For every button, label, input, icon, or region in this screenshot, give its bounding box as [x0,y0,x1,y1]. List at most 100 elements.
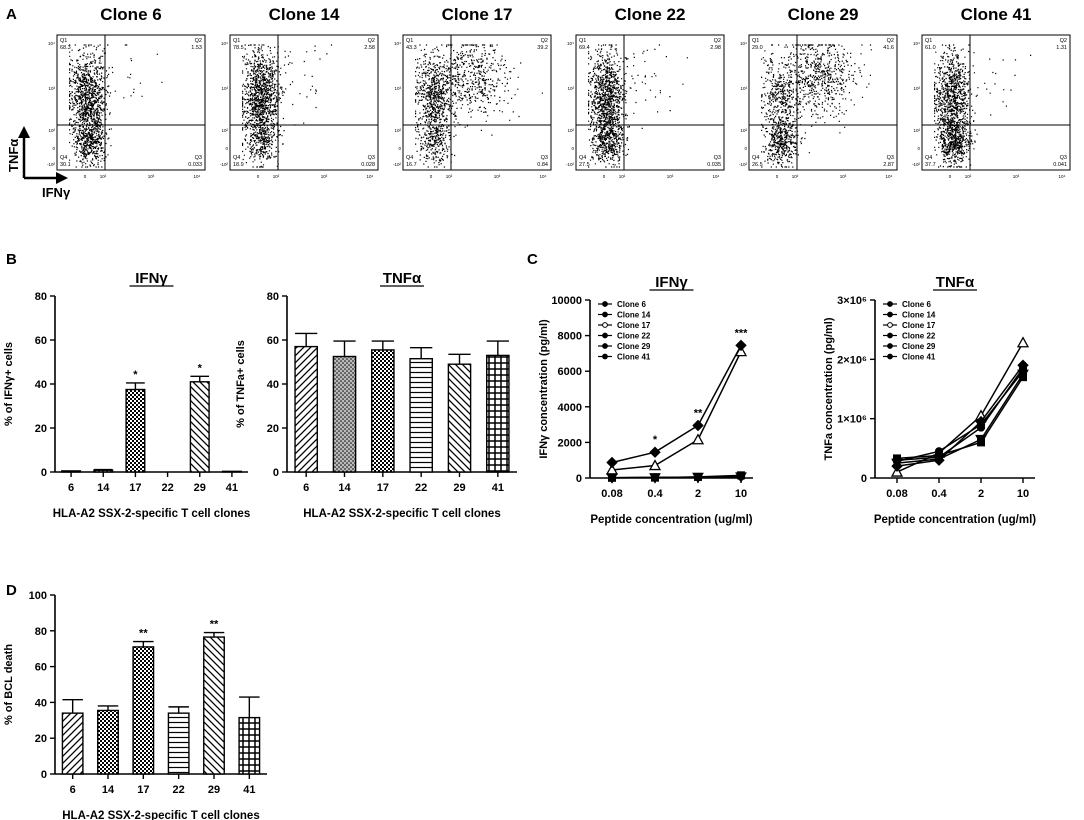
flow-x-tick: 0 [84,174,87,179]
significance-mark: * [133,369,138,381]
flow-y-tick: -10² [739,162,748,167]
quadrant-q3-percent: 0.033 [188,162,202,168]
chart-b-right: 0 20 40 60 80 TNFα % of TNFa+ cells HLA-A2 SSX-… [235,270,517,520]
flow-plot-title: Clone 41 [961,5,1032,24]
quadrant-q1-name: Q1 [406,38,413,44]
event-dots [415,44,543,168]
x-tick-label: 10 [735,488,747,500]
flow-x-tick: 10⁴ [540,174,547,179]
panel-a-axis-legend: TNFα IFNγ [6,126,71,200]
y-tick-label: 40 [35,697,47,709]
significance-mark: ** [694,407,703,419]
quadrant-q1-name: Q1 [925,38,932,44]
x-tick-label: 6 [70,784,76,796]
flow-plot-title: Clone 6 [100,5,161,24]
bar-29 [447,363,472,473]
y-tick-label: 40 [267,379,279,391]
flow-y-tick: 0 [52,146,55,151]
y-axis-label: IFNγ concentration (pg/ml) [538,319,550,459]
x-tick-label: 0.08 [601,488,622,500]
x-tick-label: 0.08 [886,488,907,500]
chart-title: TNFα [936,274,975,291]
x-axis-label: HLA-A2 SSX-2-specific T cell clones [53,508,250,520]
data-point [692,419,704,432]
series-line [896,370,1024,463]
flow-x-tick: 10⁴ [194,174,201,179]
x-tick-label: 29 [453,482,465,494]
data-point [933,454,945,466]
x-tick-label: 22 [415,482,427,494]
flow-y-tick: -10² [393,162,402,167]
x-tick-label: 29 [194,482,206,494]
quadrant-q4-name: Q4 [579,155,586,161]
quadrant-q2-percent: 1.53 [191,45,202,51]
series-clone-41: Clone 41 [883,353,1028,466]
flow-x-tick: 10² [965,174,972,179]
series-clone-41: Clone 41 [598,353,746,482]
quadrant-q3-percent: 0.041 [1053,162,1067,168]
quadrant-q2-percent: 1.31 [1056,45,1067,51]
series-line [896,376,1024,460]
data-point [735,339,747,352]
quadrant-q4-name: Q4 [60,155,67,161]
series-line [896,364,1024,467]
x-tick-label: 41 [226,482,238,494]
y-tick-label: 2×10⁶ [837,354,867,366]
flow-plot-title: Clone 29 [788,5,859,24]
flow-y-tick: 10³ [48,86,55,91]
data-point [1016,336,1030,348]
bar-6 [61,712,84,775]
quadrant-q2-percent: 41.6 [883,45,894,51]
x-tick-label: 14 [338,482,351,494]
legend-label: Clone 14 [617,311,651,320]
legend-label: Clone 6 [617,300,646,309]
x-tick-label: 41 [492,482,504,494]
data-point [606,456,618,469]
flow-y-tick: 0 [398,146,401,151]
y-tick-label: 80 [267,291,279,303]
flow-y-tick: 10⁴ [48,41,55,46]
data-point [650,473,660,482]
quadrant-q4-percent: 30.1 [60,162,71,168]
flow-x-tick: 10² [446,174,453,179]
quadrant-q3-percent: 0.028 [361,162,375,168]
quadrant-q4-name: Q4 [752,155,759,161]
quadrant-q2-name: Q2 [1060,38,1067,44]
y-tick-label: 100 [29,590,47,602]
flow-x-tick: 10⁴ [367,174,374,179]
series-line [611,475,742,479]
flow-y-tick: 10⁴ [913,41,920,46]
series-clone-17: Clone 17 [598,321,748,475]
bar-41 [238,716,261,775]
legend-marker [602,322,608,328]
y-tick-label: 40 [35,379,47,391]
y-axis-label: % of IFNγ+ cells [3,342,15,426]
quadrant-q3-name: Q3 [887,155,894,161]
quadrant-q3-name: Q3 [1060,155,1067,161]
flow-y-tick: -10² [912,162,921,167]
quadrant-q3-name: Q3 [541,155,548,161]
flow-x-tick: 10³ [148,174,155,179]
quadrant-q4-percent: 37.7 [925,162,936,168]
legend-marker [887,301,893,307]
flow-y-tick: 10⁴ [221,41,228,46]
x-tick-label: 14 [97,482,110,494]
flow-x-tick: 0 [430,174,433,179]
flow-y-tick: 10⁴ [740,41,747,46]
quadrant-q4-percent: 27.5 [579,162,590,168]
flow-x-tick: 10⁴ [1059,174,1066,179]
series-line [896,367,1024,461]
quadrant-q2-name: Q2 [714,38,721,44]
flow-plot-frame [229,34,379,171]
x-tick-label: 29 [208,784,220,796]
quadrant-q1-percent: 69.4 [579,45,590,51]
quadrant-q3-percent: 2.87 [883,162,894,168]
quadrant-q4-name: Q4 [406,155,413,161]
data-point [976,420,986,429]
series-line [611,351,742,471]
flow-y-tick: 0 [744,146,747,151]
data-point [892,457,902,466]
flow-x-tick: 10² [619,174,626,179]
